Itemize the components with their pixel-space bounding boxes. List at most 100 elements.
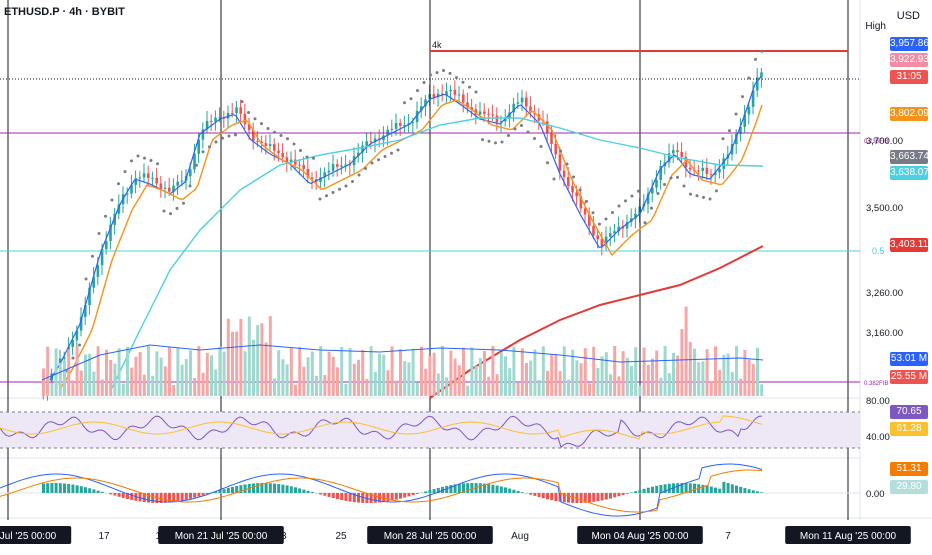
volume-bar	[160, 358, 163, 396]
candle-body	[655, 180, 658, 188]
macd-hist-bar	[252, 483, 255, 493]
macd-hist-bar	[92, 489, 95, 493]
price-axis-label: 40.00	[866, 432, 890, 443]
volume-bar	[626, 358, 629, 396]
sar-dot	[683, 185, 686, 188]
macd-hist-bar	[693, 484, 696, 493]
volume-bar	[630, 366, 633, 396]
volume-bar	[248, 316, 251, 396]
price-badge: 61.28	[890, 422, 928, 436]
sar-dot	[702, 196, 705, 199]
macd-hist-bar	[588, 493, 591, 502]
volume-bar	[109, 360, 112, 396]
sar-dot	[650, 207, 653, 210]
macd-hist-bar	[319, 493, 322, 495]
candle-body	[571, 186, 574, 192]
candle-body	[269, 144, 272, 146]
candle-body	[697, 171, 700, 172]
price-badge: 3,638.07	[890, 166, 928, 180]
price-badge: 29.80	[890, 480, 928, 494]
volume-bar	[374, 372, 377, 396]
volume-bar	[55, 348, 58, 396]
volume-bar	[386, 370, 389, 396]
macd-hist-bar	[617, 493, 620, 496]
macd-hist-bar	[466, 483, 469, 493]
candle-body	[592, 226, 595, 235]
volume-bar	[71, 380, 74, 396]
sar-dot	[423, 81, 426, 84]
sar-dot	[670, 177, 673, 180]
volume-bar	[752, 364, 755, 396]
currency-label[interactable]: USD	[897, 10, 920, 22]
price-badge: 3,802.09	[890, 107, 928, 121]
candle-body	[487, 114, 490, 115]
candle-body	[160, 183, 163, 188]
volume-bar	[311, 351, 314, 396]
macd-hist-bar	[59, 483, 62, 493]
macd-hist-bar	[613, 493, 616, 497]
price-badge: 25.55 M	[890, 370, 928, 384]
sar-dot	[325, 194, 328, 197]
volume-bar	[731, 372, 734, 396]
candle-body	[244, 114, 247, 124]
volume-bar	[722, 355, 725, 396]
symbol-title[interactable]: ETHUSD.P · 4h · BYBIT	[4, 6, 125, 18]
volume-bar	[697, 362, 700, 396]
sar-dot	[189, 185, 192, 188]
volume-bar	[101, 379, 104, 396]
candle-body	[567, 177, 570, 186]
macd-hist-bar	[479, 483, 482, 493]
sar-dot	[403, 101, 406, 104]
macd-hist-bar	[290, 486, 293, 493]
sar-dot	[429, 73, 432, 76]
candle-body	[214, 118, 217, 122]
volume-bar	[151, 376, 154, 396]
macd-hist-bar	[634, 491, 637, 493]
macd-hist-bar	[269, 483, 272, 493]
volume-bar	[97, 346, 100, 396]
volume-bar	[466, 386, 469, 396]
sar-dot	[312, 157, 315, 160]
volume-bar	[281, 359, 284, 396]
volume-bar	[659, 378, 662, 396]
volume-bar	[718, 370, 721, 396]
volume-bar	[235, 332, 238, 396]
volume-bar	[651, 359, 654, 396]
sar-dot	[657, 192, 660, 195]
volume-bar	[395, 381, 398, 396]
volume-bar	[592, 347, 595, 396]
volume-bar	[449, 351, 452, 396]
candle-body	[559, 154, 562, 170]
sar-dot	[598, 223, 601, 226]
volume-bar	[458, 365, 461, 396]
macd-hist-bar	[630, 492, 633, 493]
volume-layer	[42, 307, 763, 396]
volume-bar	[353, 364, 356, 396]
volume-bar	[441, 346, 444, 396]
volume-bar	[50, 383, 53, 396]
macd-hist-bar	[580, 493, 583, 503]
candle-body	[710, 174, 713, 175]
macd-hist-bar	[752, 490, 755, 493]
sar-dot	[507, 134, 510, 137]
sar-dot	[520, 124, 523, 127]
candle-body	[701, 168, 704, 171]
volume-bar	[143, 375, 146, 396]
volume-bar	[357, 360, 360, 396]
volume-bar	[118, 348, 121, 396]
sar-dot	[104, 215, 107, 218]
volume-bar	[59, 363, 62, 396]
sar-dot	[91, 255, 94, 258]
candle-body	[281, 153, 284, 157]
candle-body	[277, 151, 280, 153]
volume-bar	[512, 347, 515, 396]
macd-hist-bar	[727, 483, 730, 493]
candle-body	[189, 169, 192, 176]
volume-bar	[378, 354, 381, 396]
volume-bar	[252, 340, 255, 396]
candle-body	[328, 171, 331, 173]
macd-hist-bar	[227, 488, 230, 493]
macd-hist-bar	[567, 493, 570, 503]
